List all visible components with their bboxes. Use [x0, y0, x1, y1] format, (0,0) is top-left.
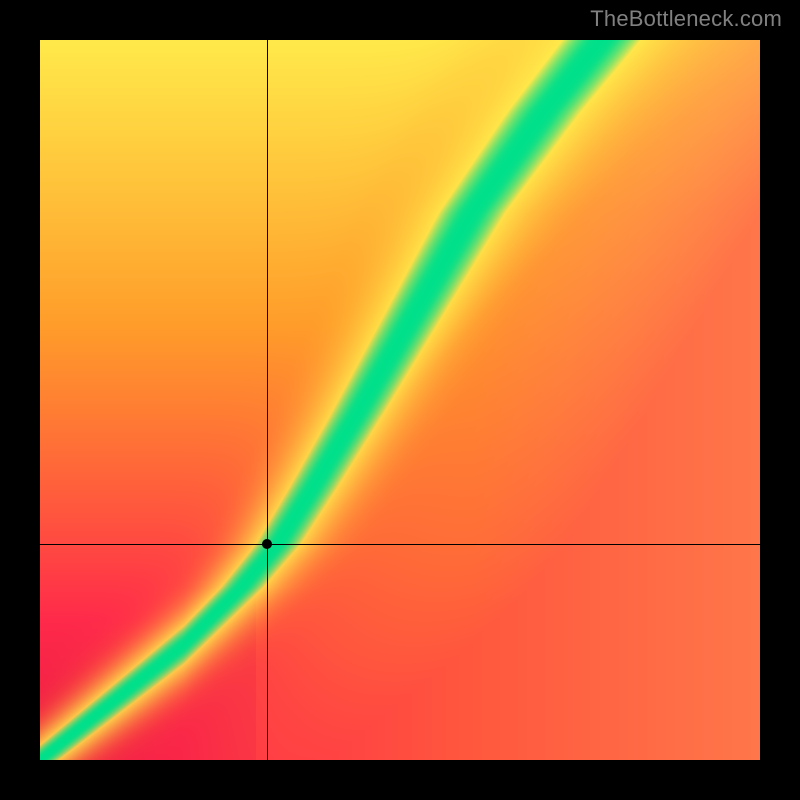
heatmap-frame — [40, 40, 760, 760]
watermark-text: TheBottleneck.com — [590, 6, 782, 32]
heatmap-canvas — [40, 40, 760, 760]
root: TheBottleneck.com — [0, 0, 800, 800]
